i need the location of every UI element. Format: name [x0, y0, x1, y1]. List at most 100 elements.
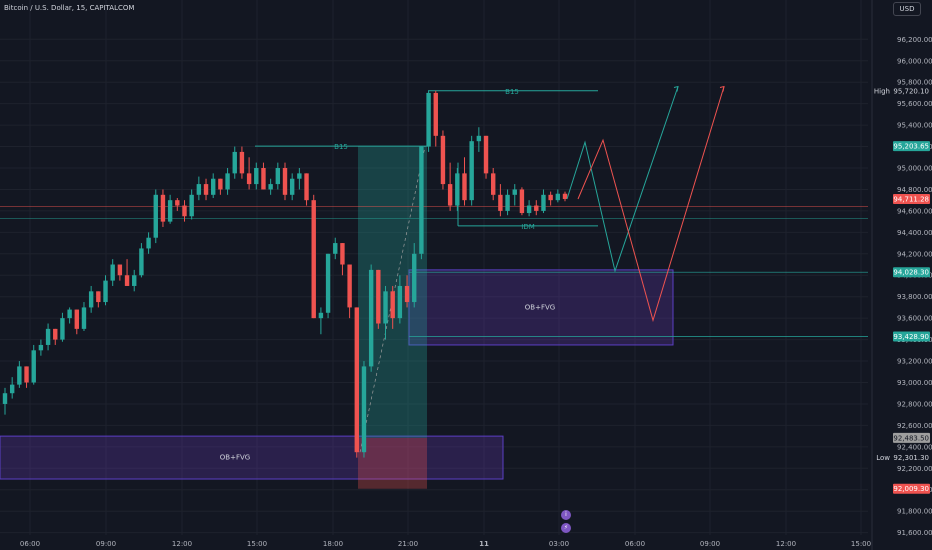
candle-body	[383, 291, 388, 324]
candle-body	[189, 194, 194, 217]
candle-body	[440, 135, 446, 185]
x-tick-label: 12:00	[172, 540, 192, 548]
x-tick-label: 06:00	[20, 540, 40, 548]
candle-body	[132, 275, 137, 286]
candle-body	[519, 189, 525, 214]
y-tick-label: 91,600.00	[897, 529, 932, 537]
candle-body	[38, 344, 44, 351]
y-tick-label: 94,600.00	[897, 207, 932, 215]
candle-body	[175, 200, 180, 206]
price-tag	[893, 432, 930, 443]
candle-body	[476, 135, 482, 142]
y-tick-label: 94,400.00	[897, 229, 932, 237]
candle-body	[397, 285, 403, 319]
candle-body	[218, 178, 223, 190]
candle-body	[455, 173, 460, 206]
candle-body	[562, 193, 568, 199]
ob-fvg-zone	[408, 269, 674, 346]
candle-body	[368, 269, 374, 367]
projection-path	[577, 86, 725, 323]
y-tick-label: 92,200.00	[897, 465, 932, 473]
candle-body	[318, 312, 324, 319]
candle-body	[498, 194, 503, 211]
projection-path	[566, 86, 679, 273]
price-tag-value: 95,203.65	[893, 143, 929, 151]
candle-body	[31, 350, 36, 383]
price-tag-value: 93,428.90	[893, 333, 929, 341]
price-tag	[893, 141, 930, 152]
candle-body	[390, 291, 395, 319]
x-tick-label: 06:00	[625, 540, 645, 548]
candle-body	[146, 237, 151, 249]
price-tag-caption: High	[874, 87, 890, 95]
x-tick-label: 03:00	[549, 540, 569, 548]
candle-body	[483, 135, 489, 174]
y-tick-label: 94,800.00	[897, 186, 932, 194]
lightning-icon[interactable]: ⚡	[561, 523, 571, 533]
candle-body	[211, 178, 216, 195]
x-tick-label: 12:00	[776, 540, 796, 548]
price-tag-value: 94,711.28	[893, 195, 929, 203]
candle-body	[282, 168, 288, 195]
candle-body	[239, 151, 245, 174]
candle-body	[512, 189, 517, 195]
candle-body	[268, 184, 273, 190]
candle-body	[139, 248, 144, 276]
y-tick-label: 93,800.00	[897, 293, 932, 301]
candle-body	[469, 141, 474, 201]
currency-button[interactable]: USD	[893, 2, 921, 16]
x-tick-label: 09:00	[700, 540, 720, 548]
x-tick-label: 15:00	[851, 540, 871, 548]
candle-body	[555, 193, 561, 201]
candle-body	[17, 366, 22, 385]
candle-body	[433, 92, 438, 136]
price-tag-caption: Low	[876, 454, 890, 462]
y-tick-label: 95,600.00	[897, 100, 932, 108]
candle-body	[103, 280, 108, 303]
candle-body	[462, 173, 467, 201]
position-loss-zone	[358, 437, 427, 489]
candle-body	[24, 366, 29, 383]
price-tag-value: 94,028.30	[893, 269, 929, 277]
y-tick-label: 94,200.00	[897, 250, 932, 258]
candle-body	[376, 269, 381, 324]
candle-body	[117, 264, 123, 276]
bos-label: B15	[334, 143, 348, 151]
candle-body	[354, 307, 359, 453]
candle-body	[426, 92, 431, 147]
projection-arrowhead	[673, 85, 679, 92]
price-tag-value: 92,483.50	[893, 434, 929, 442]
candle-body	[412, 253, 417, 303]
candle-body	[167, 200, 173, 222]
candle-body	[333, 243, 338, 254]
x-tick-label: 15:00	[247, 540, 267, 548]
y-tick-label: 96,000.00	[897, 57, 932, 65]
projection-arrowhead	[719, 85, 725, 92]
candle-body	[60, 318, 65, 340]
ob-fvg-zone	[0, 435, 504, 480]
info-icon[interactable]: i	[561, 510, 571, 520]
candle-body	[404, 285, 410, 303]
idm-label: IDM	[521, 223, 535, 231]
candle-body	[541, 194, 546, 211]
candle-body	[232, 151, 237, 174]
x-tick-label: 18:00	[323, 540, 343, 548]
candle-body	[160, 194, 166, 222]
price-tag-value: 92,301.30	[893, 454, 929, 462]
y-tick-label: 92,400.00	[897, 443, 932, 451]
candle-body	[203, 184, 209, 195]
candle-body	[96, 291, 101, 303]
y-tick-label: 92,800.00	[897, 400, 932, 408]
candle-body	[275, 168, 281, 185]
candle-body	[261, 168, 266, 190]
y-tick-label: 93,200.00	[897, 358, 932, 366]
zone-label: OB+FVG	[525, 303, 555, 311]
price-tag	[893, 193, 930, 204]
x-tick-label: 09:00	[96, 540, 116, 548]
candle-body	[505, 194, 510, 211]
candle-body	[361, 366, 367, 453]
price-tag-value: 95,720.10	[893, 87, 929, 95]
candle-body	[9, 384, 15, 394]
